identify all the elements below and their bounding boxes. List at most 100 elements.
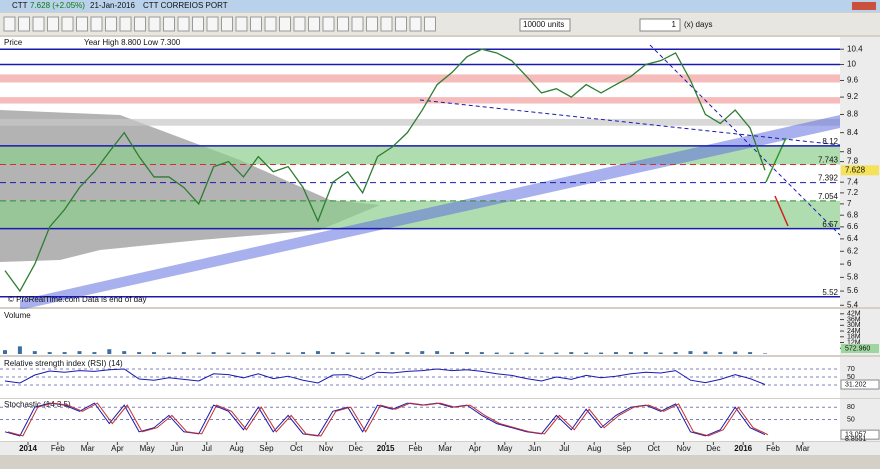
volume-bar [733,351,738,354]
tool-button[interactable] [47,16,59,32]
tool-button[interactable] [18,16,30,32]
volume-bar [673,352,678,354]
x-tick-label: 2014 [19,444,37,453]
tool-button[interactable] [221,16,233,32]
tool-button[interactable] [351,16,364,32]
last-volume: 572.960 [845,345,870,352]
y-tick-label: 10 [847,60,856,69]
x-tick-label: Apr [469,444,482,453]
tool-button[interactable] [206,16,219,32]
tool-button[interactable] [409,16,422,32]
tool-button[interactable] [366,16,378,32]
last-price: 7.628 [845,165,866,174]
volume-bar [226,352,231,354]
tool-button[interactable] [380,16,393,32]
y-tick-label: 6.6 [847,222,859,231]
volume-bar [3,350,7,354]
tool-button[interactable] [119,16,132,32]
last-price-box [841,165,879,176]
y-tick-label: 80 [847,404,855,411]
tool-button[interactable] [424,16,436,32]
trend-line [419,99,841,146]
panel-title: Stochastic (14 3 5) [4,400,71,409]
x-tick-label: Sep [617,444,632,453]
x-tick-label: May [497,444,512,453]
level-label: 7.743 [818,156,839,165]
instrument-name: CTT CORREIOS PORT [143,1,228,10]
tool-button[interactable] [293,16,306,32]
volume-bar [718,352,723,354]
tool-button[interactable] [61,16,74,32]
y-tick-label: 8 [847,147,852,156]
tool-button[interactable] [32,16,45,32]
tool-button[interactable] [264,16,277,32]
volume-bar [405,352,410,354]
volume-bar [330,352,335,354]
volume-bar [763,353,767,354]
volume-bar [77,351,82,354]
x-tick-label: Feb [766,444,780,453]
tool-button[interactable] [90,16,103,32]
x-axis [0,442,880,455]
x-tick-label: Mar [81,444,95,453]
y-tick-label: 9.6 [847,76,859,85]
volume-bar [211,352,216,354]
tool-button[interactable] [337,16,349,32]
level-label: 6.57 [822,220,838,229]
volume-bar [628,352,633,354]
down-arrow [774,195,789,227]
tool-button[interactable] [322,16,335,32]
volume-bar [703,351,708,354]
x-tick-label: Sep [259,444,274,453]
volume-plot [0,309,840,355]
level-label: 5.52 [822,288,838,297]
toolbar [0,13,880,35]
tool-button[interactable] [3,16,16,32]
x-tick-label: 2015 [377,444,395,453]
volume-bar [271,352,276,354]
volume-bar [32,351,37,354]
units-box[interactable] [519,18,571,32]
zone [0,145,840,165]
tool-button[interactable] [105,16,117,32]
tool-button[interactable] [163,16,175,32]
x-tick-label: Aug [587,444,601,453]
level-label: 7.054 [818,192,839,201]
x-tick-label: Nov [676,444,690,453]
tool-button[interactable] [177,16,190,32]
x-tick-label: Jul [202,444,212,453]
volume-bar [137,352,142,354]
tool-button[interactable] [148,16,161,32]
y-tick-label: 6.2 [847,246,859,255]
y-tick-label: 6.8 [847,210,859,219]
tool-button[interactable] [250,16,262,32]
volume-bar [748,352,753,354]
panel-title: Volume [4,311,31,320]
volume-bar [286,352,291,354]
tool-button[interactable] [308,16,320,32]
volume-bar [107,349,112,354]
x-tick-label: Feb [409,444,423,453]
x-tick-label: Mar [438,444,452,453]
price-line [4,48,766,293]
y-tick-label: 5.8 [847,272,859,281]
x-tick-label: Dec [349,444,363,453]
tool-button[interactable] [192,16,204,32]
volume-bar [166,352,171,354]
quote: 7.628 (+2.05%) [30,1,85,10]
tool-button[interactable] [235,16,248,32]
volume-bar [479,352,484,354]
tool-button[interactable] [134,16,146,32]
tool-button[interactable] [76,16,88,32]
x-tick-label: Jun [171,444,184,453]
volume-bar [569,352,574,354]
tool-button[interactable] [395,16,407,32]
x-tick-label: Dec [706,444,720,453]
tool-button[interactable] [279,16,291,32]
volume-bar [196,352,201,354]
close-button[interactable] [852,2,876,10]
x-tick-label: Mar [796,444,810,453]
period-box[interactable] [639,18,681,32]
y-tick-label: 10.4 [847,44,863,53]
